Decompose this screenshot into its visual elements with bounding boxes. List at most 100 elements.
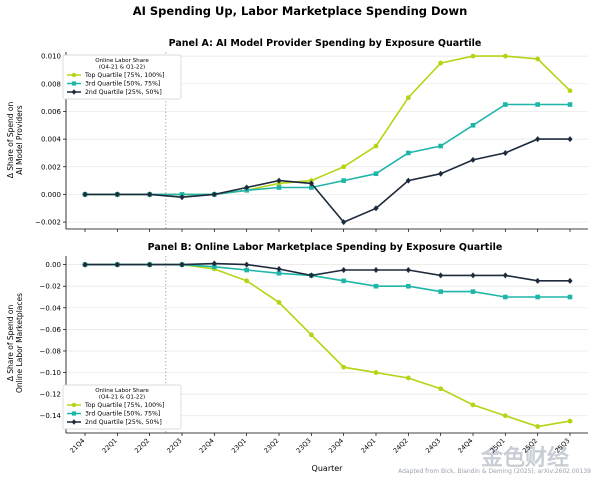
point-second (405, 267, 411, 274)
point-top (405, 375, 411, 381)
point-second (470, 156, 476, 163)
point-third (535, 294, 540, 300)
point-third (244, 267, 249, 273)
point-second (114, 191, 120, 198)
point-top (438, 386, 444, 392)
legend-marker-second (71, 89, 77, 95)
point-second (535, 277, 541, 284)
point-third (276, 185, 282, 190)
point-third (341, 278, 346, 284)
x-tick-label: 22Q2 (133, 437, 151, 455)
point-third (535, 102, 540, 107)
y-tick-label: −0.02 (40, 283, 61, 291)
point-second (82, 191, 88, 198)
x-axis-label: Quarter (312, 464, 344, 473)
y-tick-label: 0.006 (41, 108, 62, 116)
y-tick-label: −0.08 (40, 347, 61, 355)
legend-label-top: Top Quartile [75%, 100%] (84, 402, 164, 409)
legend-marker-third (71, 81, 77, 86)
point-second (308, 180, 314, 187)
point-top (308, 332, 314, 338)
watermark: 金色财经 (480, 445, 569, 471)
point-third (567, 294, 573, 300)
y-tick-label: 0.00 (45, 261, 61, 269)
panel-a: Panel A: AI Model Provider Spending by E… (6, 38, 588, 232)
point-third (406, 150, 411, 156)
legend: Online Labor Share(Q4-21 & Q1-22)Top Qua… (62, 54, 182, 100)
y-tick-label: −0.06 (40, 326, 62, 334)
point-top (470, 53, 476, 59)
y-tick-label: 0.008 (41, 80, 61, 88)
point-top (341, 364, 347, 370)
y-tick-label: −0.10 (40, 369, 61, 377)
legend-label-second: 2nd Quartile [25%, 50%] (85, 89, 162, 96)
x-tick-label: 24Q2 (392, 437, 410, 455)
legend-marker-top (71, 402, 77, 408)
legend-box (62, 54, 182, 100)
point-second (567, 136, 573, 143)
point-second (82, 261, 88, 268)
point-third (503, 102, 508, 107)
y-tick-label: −0.12 (40, 391, 61, 399)
legend-label-second: 2nd Quartile [25%, 50%] (85, 419, 162, 426)
point-second (147, 191, 153, 198)
point-top (373, 370, 379, 375)
point-second (276, 265, 282, 272)
point-second (535, 136, 541, 143)
y-tick-label: −0.002 (35, 219, 61, 227)
point-third (406, 283, 411, 289)
point-second (470, 272, 476, 279)
point-top (502, 53, 508, 59)
panel-b: Panel B: Online Labor Marketplace Spendi… (6, 242, 588, 436)
point-second (502, 149, 508, 156)
point-third (567, 102, 573, 107)
legend-marker-second (71, 419, 77, 425)
point-second (179, 194, 185, 201)
point-second (244, 184, 250, 191)
legend-marker-top (71, 72, 77, 78)
point-second (341, 267, 347, 274)
point-top (405, 95, 411, 101)
point-third (212, 264, 217, 270)
point-second (438, 170, 444, 177)
point-second (308, 272, 314, 279)
legend-box (62, 384, 182, 430)
point-third (470, 289, 476, 294)
legend-title: Online Labor Share (95, 58, 149, 64)
panel-b-ylabel-line2: Online Labor Marketplaces (15, 293, 24, 393)
point-top (341, 164, 347, 170)
legend-label-third: 3rd Quartile [50%, 75%] (85, 81, 160, 88)
x-tick-label: 23Q1 (230, 437, 248, 455)
point-third (309, 185, 314, 190)
y-tick-label: 0.004 (41, 136, 62, 144)
legend-title: Online Labor Share (95, 388, 149, 394)
figure-title: AI Spending Up, Labor Marketplace Spendi… (133, 4, 468, 18)
legend-subtitle: (Q4-21 & Q1-22) (99, 395, 145, 401)
point-third (341, 178, 346, 183)
source-note: Adapted from Bick, Blandin & Deming (202… (398, 468, 591, 475)
series-line-third (85, 103, 570, 196)
point-second (341, 219, 347, 226)
point-second (179, 261, 185, 268)
x-tick-label: 22Q3 (165, 437, 183, 455)
point-second (405, 177, 411, 184)
point-second (502, 272, 508, 279)
panel-a-ylabel-line1: Δ Share of Spend on (6, 101, 15, 178)
point-third (503, 294, 508, 300)
point-second (276, 177, 282, 184)
y-tick-label: 0.000 (41, 191, 61, 199)
point-second (211, 260, 217, 267)
point-top (567, 88, 573, 94)
y-tick-label: −0.14 (40, 412, 62, 420)
y-tick-label: −0.04 (40, 304, 62, 312)
legend-label-third: 3rd Quartile [50%, 75%] (85, 411, 160, 418)
point-top (470, 402, 476, 408)
point-top (244, 278, 250, 284)
point-top (502, 413, 508, 419)
panel-b-ylabel-line1: Δ Share of Spend on (6, 304, 15, 381)
point-top (535, 56, 541, 62)
series-line-second (85, 262, 570, 282)
point-top (276, 300, 282, 305)
legend: Online Labor Share(Q4-21 & Q1-22)Top Qua… (62, 384, 182, 430)
x-tick-label: 23Q2 (262, 437, 280, 455)
